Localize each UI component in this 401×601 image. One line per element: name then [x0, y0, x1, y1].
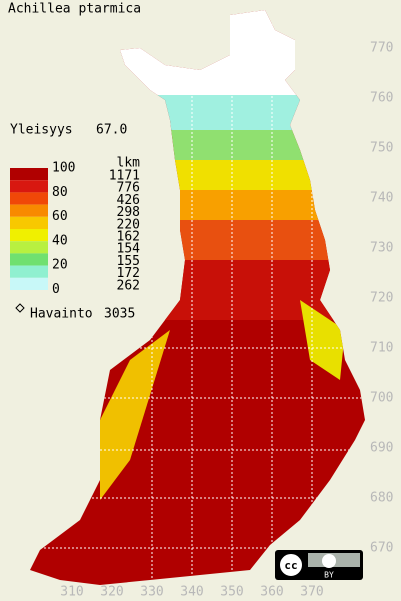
count-label: 220 [117, 217, 140, 232]
y-coordinate-label: 750 [370, 141, 393, 156]
frequency-label: Yleisyys [10, 123, 73, 138]
legend-swatch [10, 229, 48, 242]
scale-label: 40 [52, 233, 68, 248]
x-coordinate-label: 370 [300, 585, 323, 600]
observations-label: Havainto [30, 307, 93, 322]
title: Achillea ptarmica [8, 2, 141, 17]
scale-label: 20 [52, 258, 68, 273]
scale-label: 80 [52, 185, 68, 200]
count-label: 154 [117, 242, 141, 257]
x-coordinate-label: 310 [60, 585, 83, 600]
count-label: 155 [117, 254, 140, 269]
legend-swatch [10, 204, 48, 217]
count-label: 426 [117, 193, 140, 208]
x-coordinate-label: 350 [220, 585, 243, 600]
y-coordinate-label: 730 [370, 241, 393, 256]
y-coordinate-label: 770 [370, 41, 393, 56]
legend-swatch [10, 180, 48, 193]
legend-swatch [10, 277, 48, 290]
count-label: 776 [117, 181, 140, 196]
x-coordinate-label: 320 [100, 585, 123, 600]
observation-symbol [15, 303, 25, 313]
license-type: BY [324, 571, 334, 580]
count-label: 298 [117, 205, 140, 220]
legend-swatch [10, 241, 48, 254]
scale-label: 100 [52, 161, 75, 176]
legend-swatch [10, 265, 48, 278]
x-coordinate-label: 360 [260, 585, 283, 600]
y-coordinate-label: 710 [370, 341, 393, 356]
y-coordinate-label: 700 [370, 391, 393, 406]
y-coordinate-label: 680 [370, 491, 393, 506]
y-coordinate-label: 690 [370, 441, 393, 456]
y-coordinate-label: 760 [370, 91, 393, 106]
x-coordinate-label: 340 [180, 585, 203, 600]
legend-swatch [10, 253, 48, 266]
y-coordinate-label: 740 [370, 191, 393, 206]
license-badge: cc BY [275, 550, 363, 580]
scale-label: 60 [52, 209, 68, 224]
y-coordinate-label: 720 [370, 291, 393, 306]
count-header: lkm [117, 156, 141, 171]
observations-count: 3035 [104, 307, 135, 322]
count-label: 172 [117, 266, 140, 281]
count-label: 262 [117, 278, 140, 293]
y-coordinate-label: 670 [370, 541, 393, 556]
count-label: 162 [117, 230, 140, 245]
legend-swatch [10, 168, 48, 181]
count-label: 1171 [109, 169, 140, 184]
license-mark: cc [284, 559, 297, 572]
x-coordinate-label: 330 [140, 585, 163, 600]
scale-label: 0 [52, 282, 60, 297]
legend-swatch [10, 192, 48, 205]
frequency-value: 67.0 [96, 123, 127, 138]
legend-swatch [10, 216, 48, 229]
